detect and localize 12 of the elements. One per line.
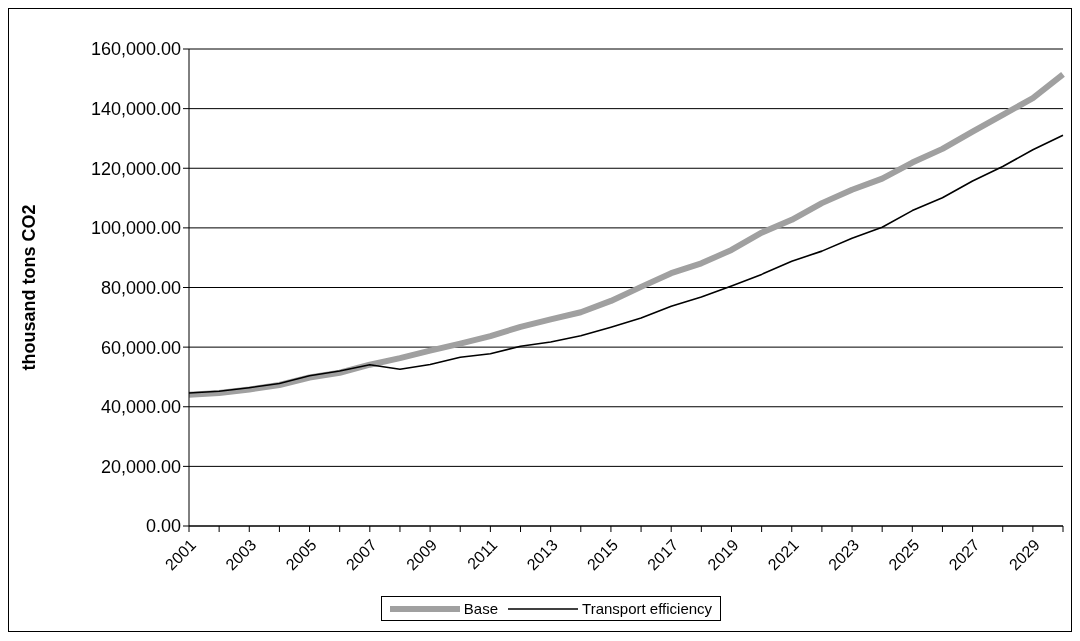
legend-label: Base xyxy=(463,600,499,617)
y-tick-label: 60,000.00 xyxy=(100,337,181,358)
legend-label: Transport efficiency xyxy=(582,600,713,617)
y-tick-label: 120,000.00 xyxy=(90,158,181,179)
y-tick-label: 160,000.00 xyxy=(90,39,181,60)
y-tick-label: 0.00 xyxy=(145,516,181,537)
y-axis-title: thousand tons CO2 xyxy=(19,204,40,371)
y-tick-label: 140,000.00 xyxy=(90,99,181,120)
y-tick-label: 100,000.00 xyxy=(90,218,181,239)
y-tick-label: 20,000.00 xyxy=(100,456,181,477)
y-tick-label: 80,000.00 xyxy=(100,277,181,298)
y-tick-label: 40,000.00 xyxy=(100,397,181,418)
